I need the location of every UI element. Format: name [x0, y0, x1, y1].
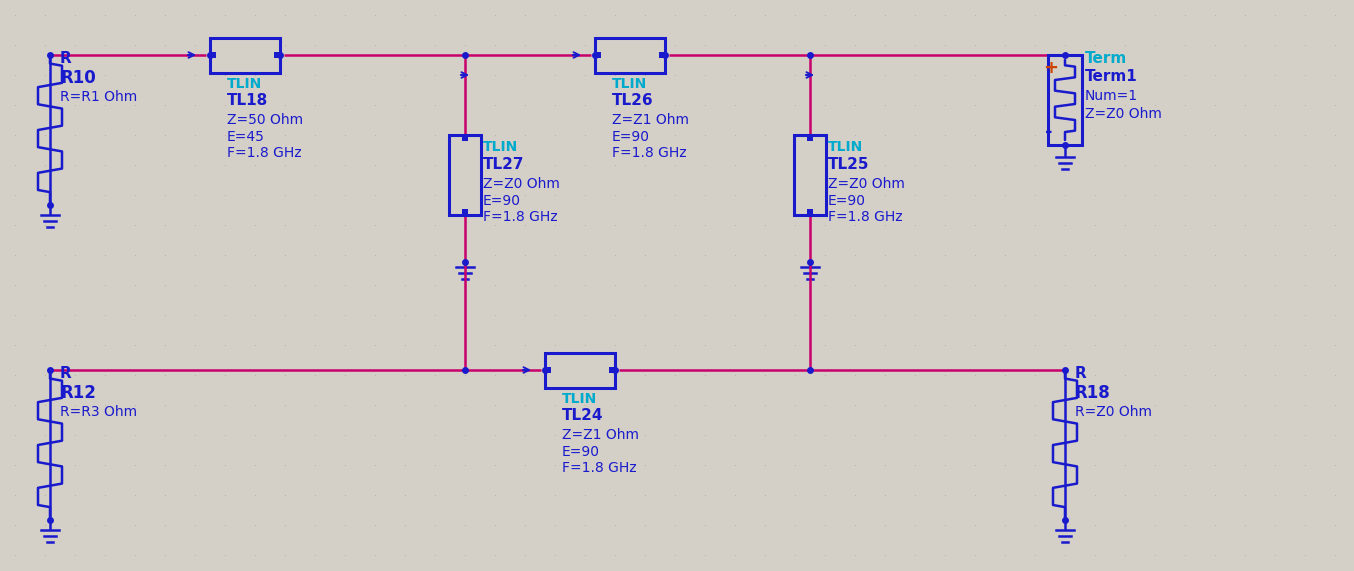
Text: TLIN: TLIN	[612, 77, 647, 91]
Text: E=90: E=90	[483, 194, 521, 208]
Text: TL24: TL24	[562, 408, 604, 423]
Text: R12: R12	[60, 384, 96, 402]
Text: R18: R18	[1075, 384, 1110, 402]
Bar	[450, 135, 481, 215]
Bar	[274, 52, 280, 58]
Text: TLIN: TLIN	[562, 392, 597, 406]
Text: R=R3 Ohm: R=R3 Ohm	[60, 405, 137, 419]
Bar	[210, 52, 217, 58]
Text: F=1.8 GHz: F=1.8 GHz	[483, 210, 558, 224]
Text: F=1.8 GHz: F=1.8 GHz	[829, 210, 903, 224]
Text: TLIN: TLIN	[829, 140, 864, 154]
Text: TL18: TL18	[227, 93, 268, 108]
Text: R=Z0 Ohm: R=Z0 Ohm	[1075, 405, 1152, 419]
Text: Z=50 Ohm: Z=50 Ohm	[227, 113, 303, 127]
Bar	[462, 209, 468, 215]
Text: E=90: E=90	[562, 445, 600, 459]
Text: E=45: E=45	[227, 130, 265, 144]
Text: F=1.8 GHz: F=1.8 GHz	[562, 461, 636, 475]
Text: TL26: TL26	[612, 93, 654, 108]
Bar	[807, 209, 812, 215]
Text: -: -	[1045, 123, 1052, 141]
Text: Z=Z1 Ohm: Z=Z1 Ohm	[612, 113, 689, 127]
Text: Num=1: Num=1	[1085, 89, 1139, 103]
Bar	[1048, 55, 1082, 145]
Text: TL27: TL27	[483, 157, 524, 172]
Bar	[807, 135, 812, 141]
Text: Term: Term	[1085, 51, 1128, 66]
Text: Z=Z0 Ohm: Z=Z0 Ohm	[1085, 107, 1162, 121]
Bar	[793, 135, 826, 215]
Bar	[659, 52, 665, 58]
Bar	[210, 38, 280, 73]
Text: R: R	[60, 51, 72, 66]
Bar	[546, 367, 551, 373]
Text: Z=Z0 Ohm: Z=Z0 Ohm	[829, 177, 904, 191]
Text: F=1.8 GHz: F=1.8 GHz	[612, 146, 686, 160]
Text: R: R	[60, 366, 72, 381]
Text: E=90: E=90	[829, 194, 867, 208]
Text: R=R1 Ohm: R=R1 Ohm	[60, 90, 137, 104]
Text: F=1.8 GHz: F=1.8 GHz	[227, 146, 302, 160]
Text: TL25: TL25	[829, 157, 869, 172]
Bar	[609, 367, 615, 373]
Text: Term1: Term1	[1085, 69, 1137, 84]
Text: R10: R10	[60, 69, 96, 87]
Bar	[594, 38, 665, 73]
Bar	[462, 135, 468, 141]
Text: Z=Z1 Ohm: Z=Z1 Ohm	[562, 428, 639, 442]
Text: +: +	[1043, 59, 1057, 77]
Text: R: R	[1075, 366, 1087, 381]
Text: E=90: E=90	[612, 130, 650, 144]
Bar	[546, 352, 615, 388]
Text: TLIN: TLIN	[227, 77, 263, 91]
Text: Z=Z0 Ohm: Z=Z0 Ohm	[483, 177, 559, 191]
Text: TLIN: TLIN	[483, 140, 519, 154]
Bar	[594, 52, 601, 58]
